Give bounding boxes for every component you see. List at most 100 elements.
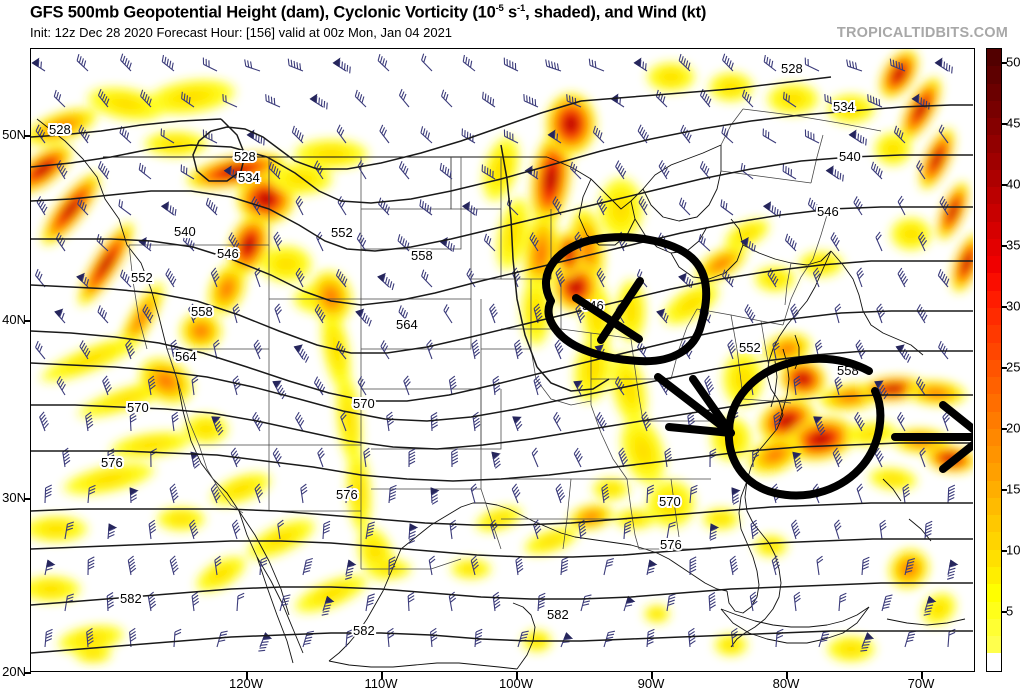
wind-barb — [169, 483, 179, 504]
x-axis-tick-label: 90W — [637, 676, 665, 691]
wind-barb — [430, 487, 440, 505]
wind-barb — [947, 484, 956, 504]
colorbar-band — [987, 290, 1001, 308]
wind-barb — [44, 628, 53, 648]
wind-barb — [853, 196, 863, 216]
run-info-subtitle: Init: 12z Dec 28 2020 Forecast Hour: [15… — [30, 25, 453, 40]
page-title: GFS 500mb Geopotential Height (dam), Cyc… — [30, 3, 706, 23]
colorbar[interactable] — [986, 48, 1002, 672]
contour-label: 552 — [331, 225, 353, 240]
colorbar-band — [987, 169, 1001, 188]
wind-barb — [545, 59, 562, 72]
wind-barb — [443, 304, 453, 324]
colorbar-band — [987, 377, 1001, 395]
colorbar-tick-mark — [1002, 184, 1007, 186]
wind-barb — [214, 555, 222, 576]
wind-barb — [408, 523, 419, 544]
wind-barb — [904, 558, 915, 576]
contour-label: 576 — [101, 455, 123, 470]
wind-barb — [430, 412, 438, 432]
map-svg: 5285285285285345345405405465465525525525… — [31, 49, 973, 670]
wind-barb — [569, 161, 582, 180]
x-axis-tick-mark — [921, 672, 923, 679]
wind-barb — [762, 128, 777, 144]
wind-barb — [916, 160, 926, 180]
wind-barb — [721, 126, 734, 144]
wind-barb — [205, 197, 218, 216]
wind-barb — [592, 125, 605, 144]
wind-barb — [792, 451, 803, 472]
wind-barb — [302, 630, 315, 648]
wind-barb — [838, 592, 847, 612]
wind-barb — [302, 558, 313, 576]
wind-barb — [698, 234, 711, 252]
colorbar-tick-mark — [1002, 306, 1007, 308]
wind-barb — [461, 201, 478, 216]
wind-barb — [228, 232, 240, 252]
wind-barb — [274, 303, 282, 324]
wind-barb — [656, 308, 669, 324]
colorbar-tick-label: 50 — [1006, 54, 1021, 70]
wind-barb — [140, 89, 152, 108]
colorbar-tick-mark — [1002, 123, 1007, 125]
wind-barb — [211, 416, 224, 436]
wind-barb — [216, 630, 228, 648]
colorbar-tick-label: 40 — [1006, 176, 1021, 192]
wind-barb — [79, 340, 91, 360]
wind-barb — [300, 483, 308, 504]
wind-barb — [870, 161, 883, 180]
wind-barb — [451, 448, 459, 468]
wind-barb — [64, 521, 75, 540]
colorbar-tick-mark — [1002, 245, 1007, 247]
wind-barb — [44, 484, 52, 504]
colorbar-band — [987, 187, 1001, 205]
wind-barb — [489, 303, 498, 324]
contour-label-halo: 552 — [739, 340, 761, 355]
contour-label-halo: 528 — [781, 61, 803, 76]
x-axis-tick-label: 80W — [772, 676, 800, 691]
colorbar-band — [987, 515, 1001, 533]
x-mark-upper-2 — [597, 277, 644, 344]
colorbar-tick-label: 45 — [1006, 115, 1021, 131]
contour-label-halo: 576 — [336, 487, 358, 502]
wind-barb — [53, 89, 66, 108]
wind-barb — [138, 237, 152, 252]
wind-barb — [603, 558, 614, 576]
wind-barb — [773, 411, 782, 432]
wind-barb — [646, 628, 655, 648]
title-part-2: s — [503, 3, 518, 22]
wind-barb — [345, 484, 354, 504]
wind-barb — [879, 519, 887, 540]
wind-barb — [782, 91, 797, 108]
wind-barb — [230, 447, 241, 468]
wind-barb — [388, 556, 396, 576]
wind-barb — [904, 630, 916, 648]
wind-barb — [439, 237, 455, 252]
colorbar-band — [987, 238, 1001, 257]
wind-barb — [588, 58, 605, 72]
wind-barb — [704, 375, 715, 396]
wind-barb — [680, 124, 692, 144]
contour-label: 534 — [238, 170, 260, 185]
contour-label-halo: 558 — [411, 248, 433, 263]
wind-barb — [363, 447, 371, 468]
wind-barb — [272, 380, 287, 400]
colorbar-band — [987, 152, 1001, 170]
wind-barb — [188, 303, 198, 324]
colorbar-band — [987, 221, 1001, 239]
wind-barb — [727, 339, 736, 360]
wind-barb — [441, 89, 453, 108]
wind-barb — [689, 556, 697, 576]
wind-barb — [244, 59, 261, 72]
x-axis-tick-mark — [381, 672, 383, 679]
wind-barb — [482, 91, 496, 108]
contour-label: 582 — [120, 591, 142, 606]
contour-label: 528 — [781, 61, 803, 76]
colorbar-band — [987, 49, 1001, 67]
wind-barb — [763, 54, 777, 72]
y-axis-tick-mark — [24, 320, 31, 322]
wind-barb — [295, 267, 305, 288]
contour-label-halo: 564 — [396, 317, 418, 332]
map-canvas[interactable]: 528 528 528 528 534 534 540 540 546 546 552 552 552 5… — [30, 48, 975, 672]
wind-barb — [720, 199, 734, 216]
